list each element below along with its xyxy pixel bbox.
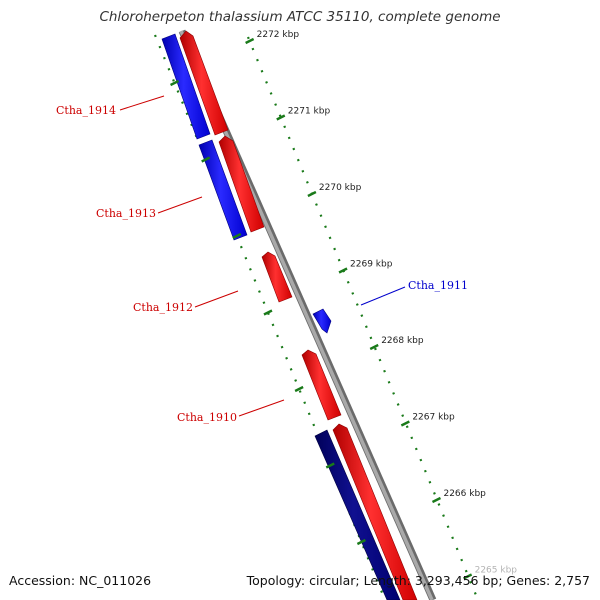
scale-tick-mark: [400, 420, 410, 427]
scale-tick-label: 2269 kbp: [350, 260, 393, 270]
leader-line-1911: [360, 286, 406, 306]
scale-tick-mark: [463, 573, 473, 580]
scale-tick-mark-inner: [201, 156, 211, 163]
gene-arrow-reverse-1914[interactable]: [161, 33, 211, 140]
leader-line-1913: [157, 196, 203, 214]
gene-arrow-forward-1914[interactable]: [179, 30, 229, 136]
scale-tick-mark-inner: [294, 385, 304, 393]
gene-arrow-forward-1910[interactable]: [301, 349, 342, 421]
scale-tick-label: 2267 kbp: [412, 413, 455, 423]
gene-labels: Ctha_1914 Ctha_1913 Ctha_1912 Ctha_1910 …: [56, 104, 468, 424]
scale-tick-label: 2271 kbp: [288, 107, 331, 117]
gene-arrow-reverse-1913[interactable]: [198, 139, 248, 241]
gene-label-1913[interactable]: Ctha_1913: [96, 207, 156, 220]
gene-features: [161, 30, 418, 600]
gene-arrow-forward-1913[interactable]: [218, 135, 265, 233]
topology-summary: Topology: circular; Length: 3,293,456 bp…: [246, 573, 590, 588]
scale-tick-mark: [431, 496, 442, 504]
leader-line-1910: [238, 399, 285, 417]
scale-tick-mark-inner: [263, 309, 273, 316]
gene-label-1914[interactable]: Ctha_1914: [56, 104, 116, 117]
scale-tick-label: 2265 kbp: [475, 566, 518, 576]
scale-tick-mark: [276, 114, 286, 121]
leader-line-1912: [194, 290, 239, 308]
scale-ticks: 2272 kbp 2271 kbp 2270 kbp 2269 kbp 2268 kbp…: [170, 30, 518, 580]
scale-tick-label: 2272 kbp: [257, 30, 300, 40]
gene-label-leaders: [119, 95, 406, 417]
gene-arrow-reverse-navy[interactable]: [314, 429, 401, 600]
scale-tick-mark-inner: [356, 538, 366, 546]
scale-tick-label: 2270 kbp: [319, 183, 362, 193]
scale-tick-mark-inner: [325, 462, 335, 469]
accession-text: Accession: NC_011026: [9, 573, 152, 588]
scale-tick-mark: [245, 37, 255, 45]
scale-tick-label: 2266 kbp: [443, 489, 486, 499]
gene-arrow-forward-1912[interactable]: [261, 251, 293, 303]
scale-tick-mark: [307, 190, 317, 198]
gene-label-1910[interactable]: Ctha_1910: [177, 411, 237, 424]
gene-arrow-forward-large[interactable]: [332, 423, 418, 600]
gene-label-1911[interactable]: Ctha_1911: [408, 279, 468, 292]
leader-line-1914: [119, 95, 165, 111]
scale-tick-mark-inner: [170, 79, 180, 87]
scale-tick-label: 2268 kbp: [381, 336, 424, 346]
scale-tick-mark-inner: [232, 232, 242, 240]
scale-tick-mark: [338, 267, 348, 274]
gene-label-1912[interactable]: Ctha_1912: [133, 301, 193, 314]
gene-arrow-reverse-1911[interactable]: [312, 308, 332, 334]
scale-tick-mark: [369, 343, 379, 351]
genome-title: Chloroherpeton thalassium ATCC 35110, co…: [99, 9, 501, 25]
